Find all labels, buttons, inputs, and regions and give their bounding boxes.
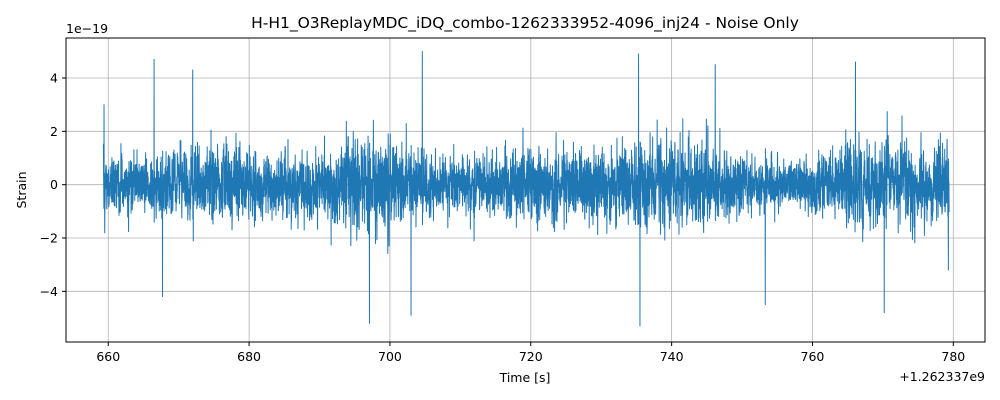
- x-tick-label: 660: [96, 349, 120, 364]
- x-tick-label: 680: [237, 349, 261, 364]
- y-tick-label: 2: [50, 124, 58, 139]
- chart-title: H-H1_O3ReplayMDC_iDQ_combo-1262333952-40…: [251, 14, 799, 33]
- y-axis-label: Strain: [14, 171, 29, 208]
- y-tick-label: 0: [50, 177, 58, 192]
- x-tick-label: 780: [941, 349, 965, 364]
- y-tick-label: −4: [40, 284, 58, 299]
- x-tick-label: 700: [378, 349, 402, 364]
- y-scale-label: 1e−19: [66, 21, 108, 36]
- strain-line: [102, 50, 950, 327]
- x-tick-label: 760: [801, 349, 825, 364]
- plot-frame: [65, 37, 986, 343]
- strain-series: [102, 50, 950, 327]
- x-tick-label: 720: [519, 349, 543, 364]
- x-offset-label: +1.262337e9: [899, 369, 985, 384]
- y-tick-label: 4: [50, 71, 58, 86]
- x-tick-label: 740: [660, 349, 684, 364]
- x-axis-label: Time [s]: [499, 370, 551, 385]
- x-axis-ticks: 660 680 700 720 740 760 780: [96, 342, 965, 364]
- y-axis-ticks: −4 −2 0 2 4: [40, 71, 66, 299]
- y-tick-label: −2: [40, 231, 58, 246]
